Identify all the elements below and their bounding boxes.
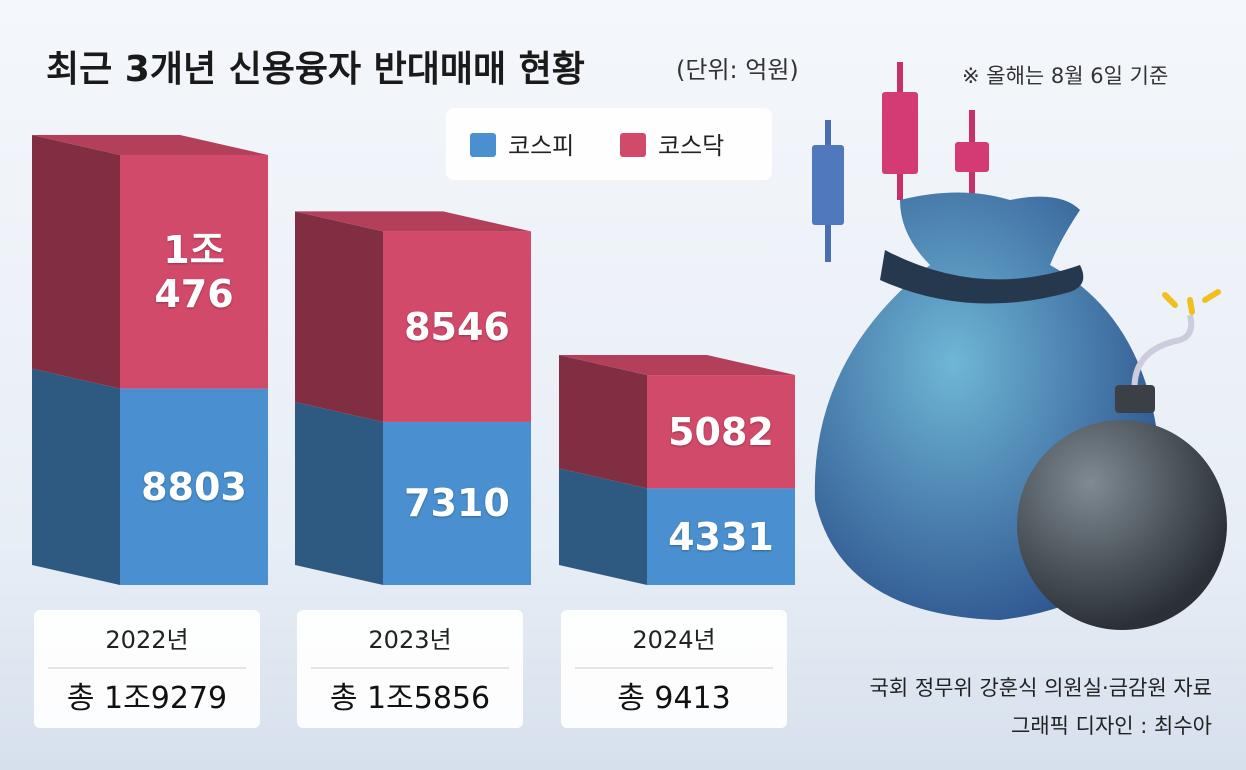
total-box [297,610,523,728]
value-label: 1조 476 [154,227,234,316]
value-label: 8546 [404,304,510,349]
bar [120,155,268,389]
bar-top [559,355,795,376]
category-label: 2022년 [105,626,188,654]
legend-swatch [620,133,646,157]
value-label: 7310 [404,481,510,526]
bar [383,231,531,422]
legend-box [446,108,772,180]
bar-side [32,368,120,585]
category-label: 2024년 [632,626,715,654]
bar [647,488,795,585]
bomb [1017,289,1227,630]
total-box [561,610,787,728]
chart-title: 최근 3개년 신용융자 반대매매 현황 [46,49,585,90]
total-label: 총 9413 [617,681,730,716]
value-label: 8803 [141,464,247,509]
total-label: 총 1조9279 [67,681,227,716]
source: 국회 정무위 강훈식 의원실·금감원 자료 [869,676,1213,700]
bar-side [32,135,120,389]
bar-side [559,468,647,585]
category-label: 2023년 [368,626,451,654]
bar-side [295,211,383,422]
bar [647,375,795,489]
credit: 그래픽 디자인 : 최수아 [1011,714,1212,738]
bar [383,421,531,585]
value-label: 4331 [668,514,774,559]
bar-top [32,135,268,155]
total-box [34,610,260,728]
legend-label: 코스피 [508,132,574,160]
unit: (단위: 억원) [676,56,799,84]
total-label: 총 1조5856 [330,681,490,716]
candles [812,62,989,262]
value-label: 5082 [668,409,774,454]
bar-top [295,211,531,232]
note: ※ 올해는 8월 6일 기준 [962,64,1169,88]
legend-swatch [470,133,496,157]
bar-side [559,355,647,489]
bar-side [295,401,383,585]
legend-label: 코스닥 [658,132,724,160]
bar [120,388,268,585]
